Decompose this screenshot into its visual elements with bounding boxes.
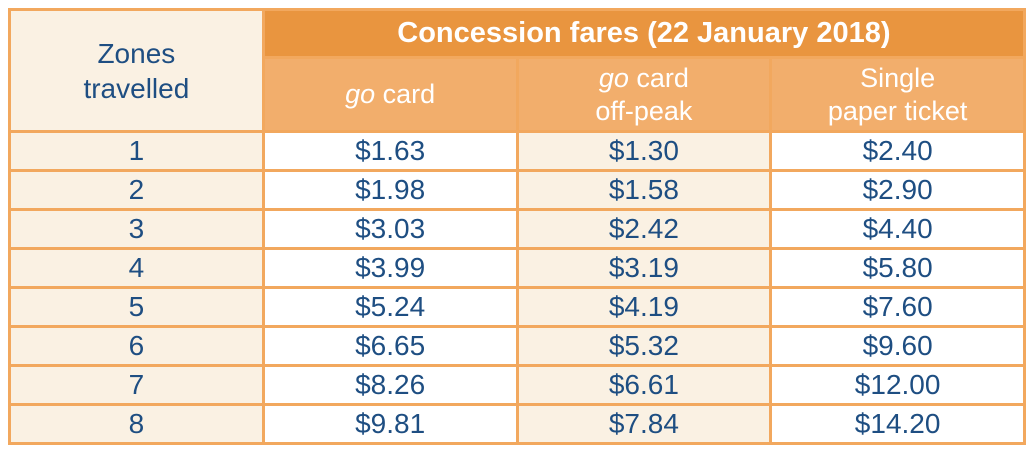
- go-card-fare-cell: $1.98: [261, 169, 519, 211]
- go-card-fare-cell: $9.81: [261, 403, 519, 445]
- zone-cell: 2: [8, 169, 265, 211]
- off-peak-fare-cell: $1.30: [515, 130, 773, 172]
- single-ticket-fare-cell: $12.00: [769, 364, 1026, 406]
- concession-fares-table: Zones travelled Concession fares (22 Jan…: [8, 8, 1027, 445]
- go-card-fare-cell: $3.03: [261, 208, 519, 250]
- go-card-offpeak-italic-word: go: [598, 62, 629, 93]
- table-row-zone-1: 1 $1.63 $1.30 $2.40: [8, 130, 1026, 172]
- single-header-line2: paper ticket: [827, 95, 968, 126]
- go-card-offpeak-column-header: go card off-peak: [515, 56, 773, 133]
- table-row-zone-2: 2 $1.98 $1.58 $2.90: [8, 169, 1026, 211]
- table-row-zone-3: 3 $3.03 $2.42 $4.40: [8, 208, 1026, 250]
- single-paper-ticket-column-header: Single paper ticket: [769, 56, 1026, 133]
- go-card-italic-word: go: [345, 79, 376, 110]
- table-row-zone-8: 8 $9.81 $7.84 $14.20: [8, 403, 1026, 445]
- zone-cell: 1: [8, 130, 265, 172]
- table-row-zone-5: 5 $5.24 $4.19 $7.60: [8, 286, 1026, 328]
- off-peak-fare-cell: $3.19: [515, 247, 773, 289]
- off-peak-fare-cell: $7.84: [515, 403, 773, 445]
- zones-travelled-header: Zones travelled: [8, 8, 265, 133]
- zone-cell: 6: [8, 325, 265, 367]
- go-card-fare-cell: $6.65: [261, 325, 519, 367]
- go-card-fare-cell: $5.24: [261, 286, 519, 328]
- off-peak-fare-cell: $6.61: [515, 364, 773, 406]
- off-peak-fare-cell: $2.42: [515, 208, 773, 250]
- zone-cell: 4: [8, 247, 265, 289]
- single-ticket-fare-cell: $7.60: [769, 286, 1026, 328]
- go-card-offpeak-line2: off-peak: [595, 95, 693, 126]
- off-peak-fare-cell: $5.32: [515, 325, 773, 367]
- zone-cell: 7: [8, 364, 265, 406]
- zone-cell: 5: [8, 286, 265, 328]
- single-ticket-fare-cell: $2.40: [769, 130, 1026, 172]
- single-ticket-fare-cell: $14.20: [769, 403, 1026, 445]
- zone-cell: 8: [8, 403, 265, 445]
- concession-fares-title: Concession fares (22 January 2018): [261, 8, 1027, 59]
- zones-header-line2: travelled: [83, 72, 190, 104]
- go-card-fare-cell: $3.99: [261, 247, 519, 289]
- single-ticket-fare-cell: $9.60: [769, 325, 1026, 367]
- single-header-line1: Single: [860, 62, 936, 93]
- sub-header-row: go card go card off-peak Single paper ti…: [10, 56, 1026, 133]
- table-row-zone-6: 6 $6.65 $5.32 $9.60: [8, 325, 1026, 367]
- go-card-column-header: go card: [261, 56, 519, 133]
- main-header-row: Zones travelled Concession fares (22 Jan…: [8, 8, 1027, 133]
- zone-cell: 3: [8, 208, 265, 250]
- off-peak-fare-cell: $1.58: [515, 169, 773, 211]
- concession-fares-title-text: Concession fares (22 January 2018): [397, 17, 891, 49]
- off-peak-fare-cell: $4.19: [515, 286, 773, 328]
- single-ticket-fare-cell: $5.80: [769, 247, 1026, 289]
- zones-header-line1: Zones: [97, 37, 176, 69]
- table-row-zone-4: 4 $3.99 $3.19 $5.80: [8, 247, 1026, 289]
- go-card-fare-cell: $1.63: [261, 130, 519, 172]
- go-card-rest-word: card: [375, 79, 436, 110]
- go-card-fare-cell: $8.26: [261, 364, 519, 406]
- go-card-offpeak-rest-word: card: [628, 62, 689, 93]
- table-row-zone-7: 7 $8.26 $6.61 $12.00: [8, 364, 1026, 406]
- single-ticket-fare-cell: $2.90: [769, 169, 1026, 211]
- single-ticket-fare-cell: $4.40: [769, 208, 1026, 250]
